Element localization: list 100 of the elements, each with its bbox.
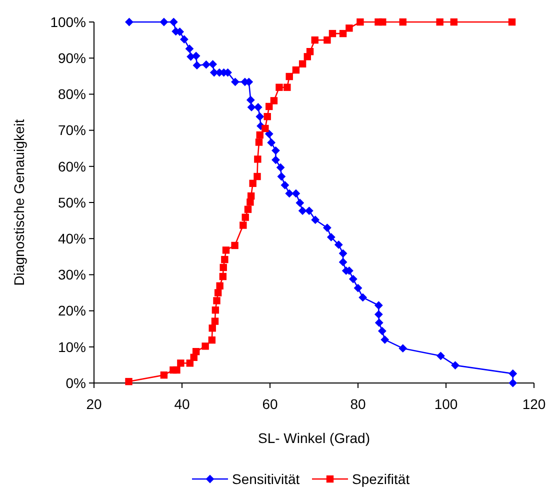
point: [374, 310, 383, 319]
point: [398, 344, 408, 353]
point: [219, 272, 227, 280]
point: [214, 289, 222, 296]
point: [221, 256, 228, 264]
point: [173, 366, 180, 374]
point: [212, 306, 220, 314]
point: [192, 348, 200, 356]
point: [254, 102, 262, 112]
point: [296, 198, 304, 208]
point: [292, 189, 300, 198]
y-tick-label: 100%: [50, 14, 86, 30]
point: [169, 18, 178, 26]
point: [286, 72, 293, 80]
point: [328, 30, 336, 38]
point: [202, 60, 210, 69]
point: [298, 60, 306, 68]
point: [244, 206, 252, 213]
point: [202, 342, 209, 350]
point: [231, 78, 240, 86]
point: [160, 371, 168, 379]
point: [311, 216, 320, 224]
point: [280, 180, 290, 190]
point: [256, 112, 264, 121]
point: [276, 84, 283, 91]
x-tick-label: 60: [262, 396, 278, 412]
point: [436, 18, 444, 26]
y-axis-title: Diagnostische Genauigkeit: [11, 119, 27, 286]
point: [272, 156, 280, 164]
point: [242, 214, 249, 221]
point: [185, 44, 194, 53]
point: [255, 138, 263, 146]
point: [380, 335, 390, 344]
point: [180, 35, 188, 44]
point: [208, 336, 216, 344]
point: [211, 318, 219, 325]
point: [125, 18, 134, 26]
point: [262, 124, 269, 132]
y-tick-label: 0%: [66, 374, 86, 391]
x-tick-label: 40: [174, 396, 190, 412]
point: [220, 264, 227, 272]
point: [285, 189, 294, 198]
point: [240, 222, 247, 229]
point: [208, 60, 217, 68]
point: [177, 360, 184, 367]
y-tick-label: 50%: [58, 194, 86, 210]
point: [208, 324, 216, 332]
y-tick-label: 70%: [58, 122, 86, 138]
point: [311, 36, 318, 44]
y-tick-label: 20%: [58, 302, 86, 319]
y-tick-label: 30%: [58, 266, 86, 283]
legend-label: Sensitivität: [232, 471, 300, 487]
point: [160, 18, 168, 26]
point: [192, 61, 202, 70]
point: [323, 224, 332, 232]
point: [270, 97, 278, 104]
y-tick-label: 40%: [58, 230, 86, 246]
x-tick-label: 100: [434, 396, 458, 412]
point: [267, 138, 276, 147]
point: [450, 18, 458, 26]
point: [292, 66, 300, 74]
point: [374, 301, 383, 310]
point: [222, 246, 230, 254]
point: [356, 18, 364, 26]
point: [508, 18, 516, 26]
point: [338, 249, 348, 258]
y-tick-label: 10%: [58, 338, 86, 355]
point: [338, 258, 348, 266]
point: [247, 192, 255, 200]
point: [249, 180, 256, 187]
point: [298, 206, 307, 216]
x-tick-label: 20: [86, 396, 102, 412]
point: [272, 146, 280, 155]
point: [399, 18, 406, 26]
point: [374, 318, 384, 327]
point: [264, 112, 271, 120]
point: [334, 240, 343, 249]
point: [125, 378, 132, 386]
point: [358, 293, 368, 302]
x-axis-title: SL- Winkel (Grad): [258, 430, 370, 446]
point: [436, 352, 445, 360]
point: [246, 96, 255, 104]
point: [324, 36, 331, 44]
point: [254, 156, 262, 163]
y-tick-label: 80%: [58, 86, 86, 102]
point: [231, 242, 238, 250]
point: [346, 24, 353, 32]
point: [284, 84, 291, 91]
x-tick-label: 80: [350, 396, 366, 412]
point: [247, 102, 256, 112]
point: [277, 172, 286, 181]
point: [254, 172, 261, 180]
point: [304, 206, 314, 216]
point: [256, 131, 264, 139]
x-tick-label: 120: [522, 396, 546, 412]
point: [378, 326, 386, 336]
point: [508, 369, 518, 378]
point: [379, 18, 386, 26]
point: [326, 232, 336, 242]
y-tick-label: 60%: [58, 158, 86, 174]
